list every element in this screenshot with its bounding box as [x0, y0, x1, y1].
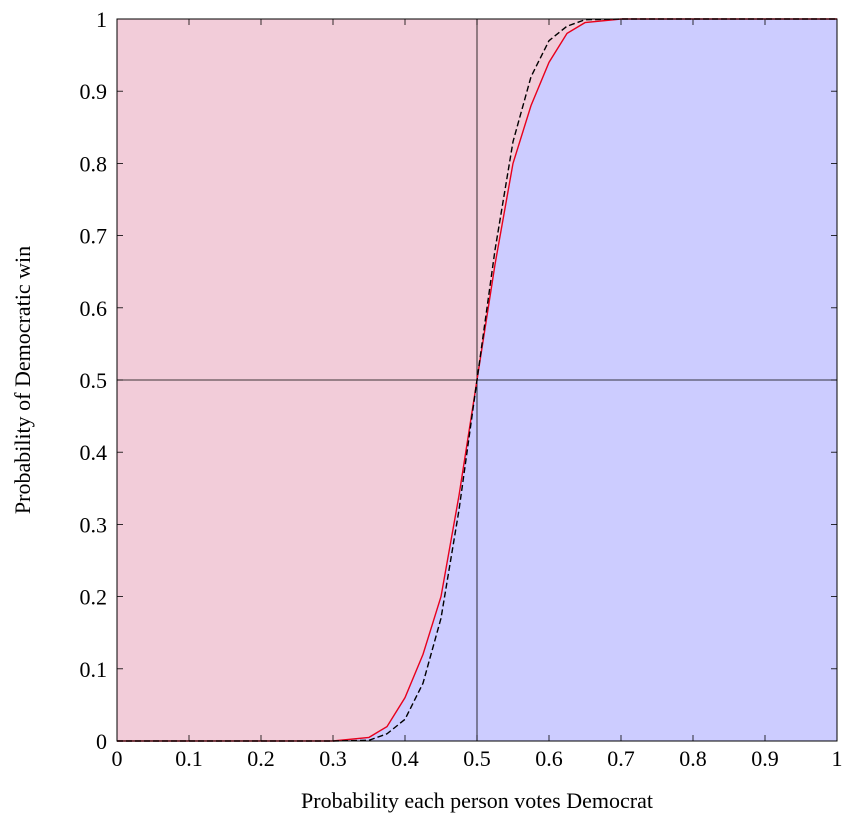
x-tick-label: 0.9	[751, 746, 779, 771]
y-tick-label: 0.6	[80, 296, 108, 321]
x-tick-label: 0.8	[679, 746, 707, 771]
x-tick-label: 0.6	[535, 746, 563, 771]
y-tick-label: 0	[96, 729, 107, 754]
y-tick-label: 0.1	[80, 657, 108, 682]
y-tick-label: 0.4	[80, 440, 108, 465]
x-axis-label: Probability each person votes Democrat	[301, 788, 653, 813]
y-tick-label: 0.5	[80, 368, 108, 393]
y-tick-label: 1	[96, 7, 107, 32]
x-tick-label: 1	[832, 746, 843, 771]
x-tick-label: 0.2	[247, 746, 275, 771]
x-tick-label: 0.7	[607, 746, 635, 771]
y-tick-label: 0.8	[80, 151, 108, 176]
line-series	[117, 18, 837, 742]
y-tick-label: 0.3	[80, 512, 108, 537]
y-tick-label: 0.9	[80, 79, 108, 104]
y-axis-label: Probability of Democratic win	[10, 246, 35, 514]
y-tick-label: 0.2	[80, 585, 108, 610]
x-tick-label: 0.3	[319, 746, 347, 771]
x-tick-label: 0.4	[391, 746, 419, 771]
x-tick-label: 0	[112, 746, 123, 771]
x-tick-label: 0.5	[463, 746, 491, 771]
y-tick-label: 0.7	[80, 224, 108, 249]
x-tick-label: 0.1	[175, 746, 203, 771]
